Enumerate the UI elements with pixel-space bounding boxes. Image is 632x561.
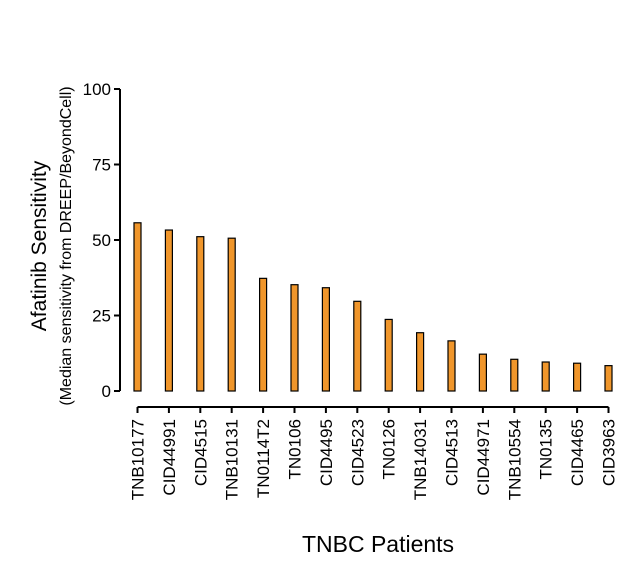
x-tick-label: CID44971 — [474, 419, 493, 496]
y-tick-label: 100 — [83, 80, 111, 99]
x-tick-label: TN0114T2 — [254, 419, 273, 498]
bar-TN0126 — [384, 318, 393, 392]
bar-CID44991 — [164, 229, 173, 392]
bar-TNB10177 — [133, 222, 142, 392]
bars — [133, 222, 613, 392]
bar-CID4495 — [321, 287, 330, 392]
x-tick-label: CID4495 — [317, 419, 336, 486]
x-tick-label: CID4465 — [568, 419, 587, 486]
x-tick-label: CID44991 — [160, 419, 179, 496]
bar-CID4513 — [447, 340, 456, 392]
bar-CID4515 — [196, 236, 205, 392]
x-tick-label: CID4523 — [348, 419, 367, 486]
x-tick-label: TN0106 — [286, 419, 305, 479]
x-tick-label: CID4513 — [443, 419, 462, 486]
y-axis: 0 25 50 75 100 — [83, 80, 121, 401]
x-tick-label: TN0135 — [537, 419, 556, 479]
x-tick-label: TNB14031 — [411, 419, 430, 500]
bar-CID4465 — [572, 362, 582, 392]
y-tick-label: 50 — [92, 231, 111, 250]
y-tick-label: 25 — [92, 307, 111, 326]
y-axis-sublabel: (Median sensitivity from DREEP/BeyondCel… — [58, 86, 75, 405]
x-tick-label: TN0126 — [380, 419, 399, 479]
bar-TN0114T2 — [259, 277, 268, 392]
y-axis-label: Afatinib Sensitivity — [28, 160, 51, 331]
x-tick-label: TNB10177 — [129, 419, 148, 500]
bar-TNB10554 — [510, 358, 519, 392]
bar-TN0106 — [290, 284, 299, 392]
y-tick-label: 0 — [102, 382, 111, 401]
x-axis-label: TNBC Patients — [302, 531, 454, 557]
bar-TNB10131 — [227, 237, 236, 392]
x-tick-label: CID4515 — [191, 419, 210, 486]
bar-CID44971 — [478, 353, 487, 392]
x-tick-label: CID3963 — [600, 419, 619, 486]
y-tick-label: 75 — [92, 156, 111, 175]
bar-TNB14031 — [416, 332, 425, 392]
x-tick-label: TNB10131 — [223, 419, 242, 500]
x-tick-label: TNB10554 — [505, 419, 524, 500]
x-axis: TNB10177 CID44991 CID4515 TNB10131 TN0114T2 T… — [129, 406, 619, 500]
bar-CID3963 — [604, 365, 613, 392]
bar-TN0135 — [541, 361, 550, 392]
bar-CID4523 — [353, 300, 362, 392]
